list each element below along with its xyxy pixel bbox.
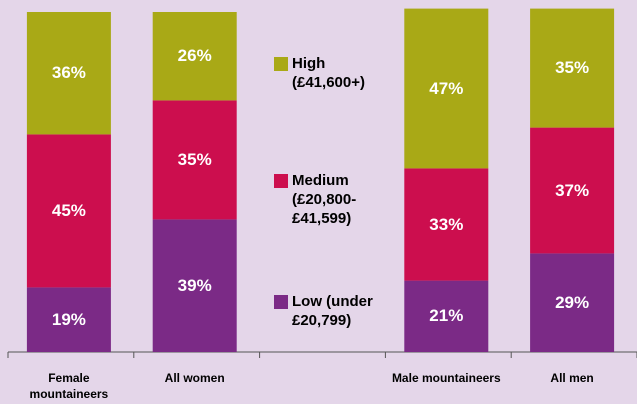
data-label: 35% <box>177 149 212 169</box>
bar-segment <box>530 8 615 128</box>
legend-label: Medium (£20,800-£41,599) <box>292 172 357 227</box>
bar-segment <box>26 134 111 288</box>
bar-segment <box>152 100 237 220</box>
legend-label: High (£41,600+) <box>292 55 365 91</box>
bar-segment <box>404 280 489 352</box>
data-label: 19% <box>51 309 86 329</box>
data-label: 37% <box>555 180 590 200</box>
data-label: 26% <box>177 46 212 66</box>
bar-segment <box>530 127 615 254</box>
data-label: 21% <box>429 306 464 326</box>
data-label: 29% <box>555 292 590 312</box>
data-label: 45% <box>51 200 86 220</box>
data-label: 35% <box>555 58 590 78</box>
bar-segment <box>152 12 237 101</box>
data-label: 33% <box>429 214 464 234</box>
x-tick-label: Female mountaineers <box>29 371 109 401</box>
x-tick-label: All women <box>164 371 225 385</box>
bar-segment <box>404 168 489 281</box>
bar-segment <box>404 8 489 169</box>
legend-swatch <box>274 57 288 71</box>
legend-swatch <box>274 174 288 188</box>
data-label: 36% <box>51 63 86 83</box>
data-label: 39% <box>177 275 212 295</box>
bar-segment <box>152 219 237 352</box>
legend-swatch <box>274 295 288 309</box>
bar-segment <box>26 12 111 135</box>
bar-segment <box>26 287 111 352</box>
data-label: 47% <box>429 78 464 98</box>
legend-label: Low (under £20,799) <box>292 293 373 329</box>
x-tick-label: All men <box>550 371 594 385</box>
bar-segment <box>530 253 615 352</box>
x-tick-label: Male mountaineers <box>391 371 501 385</box>
